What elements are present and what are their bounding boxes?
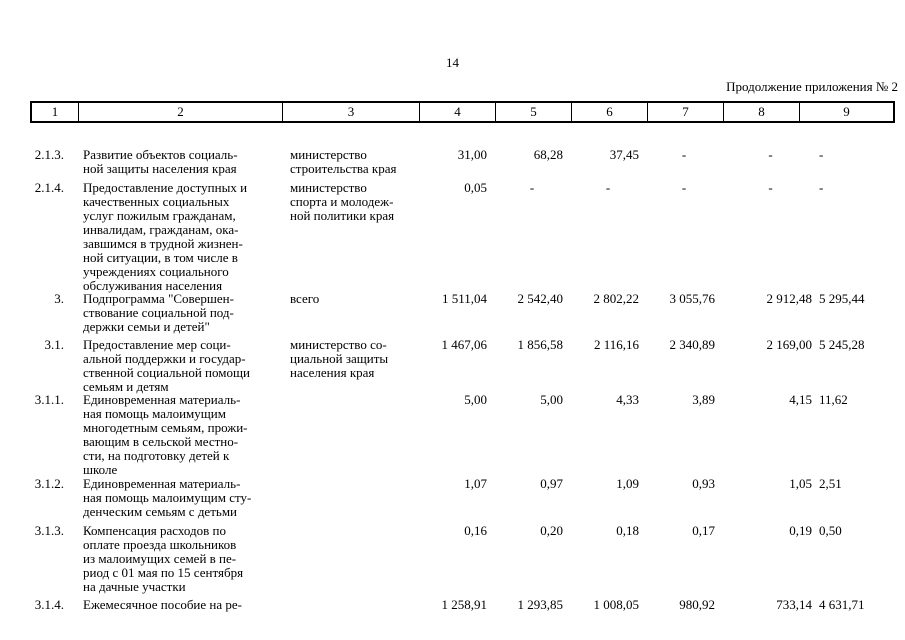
row-number-cell: 2.1.4.: [34, 180, 64, 195]
row-number-cell: 3.1.1.: [34, 392, 64, 407]
value-cell: -: [529, 180, 535, 195]
table-row: 3. Подпрограмма "Совершен- ствование соци…: [30, 292, 895, 334]
value-cell: -: [819, 147, 824, 162]
value-cell: 2,51: [819, 476, 842, 491]
measure-name-cell: Единовременная материаль- ная помощь мал…: [83, 476, 252, 519]
column-header-cell: 8: [724, 103, 800, 121]
value-cell: 733,14: [776, 597, 812, 612]
executor-cell: министерство спорта и молодеж- ной полит…: [290, 180, 395, 223]
value-cell: 0,19: [789, 523, 812, 538]
value-cell: 2 340,89: [669, 337, 716, 352]
value-cell: 0,05: [464, 180, 487, 195]
value-cell: 1,09: [616, 476, 639, 491]
measure-name-cell: Единовременная материаль- ная помощь мал…: [83, 392, 248, 477]
measure-name-cell: Компенсация расходов по оплате проезда ш…: [83, 523, 244, 594]
column-header-cell: 1: [32, 103, 79, 121]
value-cell: 0,20: [540, 523, 563, 538]
measure-name-cell: Предоставление доступных и качественных …: [83, 180, 248, 293]
value-cell: 11,62: [819, 392, 848, 407]
executor-cell: всего: [290, 291, 320, 306]
value-cell: 0,16: [464, 523, 487, 538]
appendix-continuation-label: Продолжение приложения № 2: [726, 79, 898, 94]
row-number-cell: 3.: [54, 291, 64, 306]
value-cell: 3,89: [692, 392, 715, 407]
column-header-cell: 4: [420, 103, 496, 121]
measure-name-cell: Развитие объектов социаль- ной защиты на…: [83, 147, 238, 176]
value-cell: 0,97: [540, 476, 563, 491]
value-cell: 0,93: [692, 476, 715, 491]
value-cell: 0,50: [819, 523, 842, 538]
value-cell: 1 511,04: [441, 291, 487, 306]
column-header-cell: 7: [648, 103, 724, 121]
value-cell: 1,05: [789, 476, 812, 491]
value-cell: 4,33: [616, 392, 639, 407]
value-cell: -: [819, 180, 824, 195]
value-cell: -: [681, 147, 687, 162]
row-number-cell: 3.1.3.: [34, 523, 64, 538]
row-number-cell: 3.1.: [44, 337, 65, 352]
executor-cell: министерство со- циальной защиты населен…: [290, 337, 389, 380]
value-cell: 31,00: [457, 147, 487, 162]
value-cell: 3 055,76: [669, 291, 716, 306]
value-cell: 980,92: [679, 597, 715, 612]
value-cell: -: [605, 180, 611, 195]
value-cell: 2 802,22: [593, 291, 640, 306]
page-number: 14: [446, 55, 459, 70]
value-cell: 0,17: [692, 523, 715, 538]
value-cell: 4,15: [789, 392, 812, 407]
column-header-cell: 9: [843, 104, 850, 119]
value-cell: 4 631,71: [819, 597, 865, 612]
table-row: 3.1.3. Компенсация расходов по оплате про…: [30, 524, 895, 594]
value-cell: 2 116,16: [593, 337, 639, 352]
value-cell: 0,18: [616, 523, 639, 538]
value-cell: 5 295,44: [819, 291, 865, 306]
value-cell: 1 008,05: [593, 597, 640, 612]
value-cell: 68,28: [533, 147, 563, 162]
row-number-cell: 2.1.3.: [34, 147, 64, 162]
value-cell: 5,00: [464, 392, 487, 407]
value-cell: -: [768, 180, 773, 195]
column-header-cell: 6: [572, 103, 648, 121]
measure-name-cell: Предоставление мер соци- альной поддержк…: [83, 337, 250, 394]
value-cell: 2 542,40: [517, 291, 564, 306]
value-cell: 1 856,58: [517, 337, 564, 352]
measure-name-cell: Ежемесячное пособие на ре-: [83, 597, 242, 612]
value-cell: 1,07: [464, 476, 487, 491]
column-header-cell: 3: [283, 103, 420, 121]
executor-cell: министерство строительства края: [290, 147, 397, 176]
table-row: 3.1.1. Единовременная материаль- ная помо…: [30, 393, 895, 477]
value-cell: 1 293,85: [517, 597, 564, 612]
table-row: 3.1.2. Единовременная материаль- ная помо…: [30, 477, 895, 519]
table-row: 3.1. Предоставление мер соци- альной подд…: [30, 338, 895, 394]
value-cell: 37,45: [609, 147, 639, 162]
table-row: 2.1.4. Предоставление доступных и качеств…: [30, 181, 895, 293]
value-cell: 2 912,48: [766, 291, 813, 306]
column-header-cell: 5: [496, 103, 572, 121]
value-cell: 1 258,91: [441, 597, 488, 612]
value-cell: 1 467,06: [441, 337, 488, 352]
value-cell: -: [768, 147, 773, 162]
row-number-cell: 3.1.2.: [34, 476, 64, 491]
row-number-cell: 3.1.4.: [34, 597, 64, 612]
value-cell: 5,00: [540, 392, 563, 407]
value-cell: 5 245,28: [819, 337, 865, 352]
column-header-cell: 2: [79, 103, 283, 121]
table-row: 2.1.3. Развитие объектов социаль- ной защ…: [30, 148, 895, 176]
value-cell: -: [681, 180, 687, 195]
measure-name-cell: Подпрограмма "Совершен- ствование социал…: [83, 291, 234, 334]
table-row: 3.1.4. Ежемесячное пособие на ре- 1 258,91…: [30, 598, 895, 612]
value-cell: 2 169,00: [766, 337, 813, 352]
